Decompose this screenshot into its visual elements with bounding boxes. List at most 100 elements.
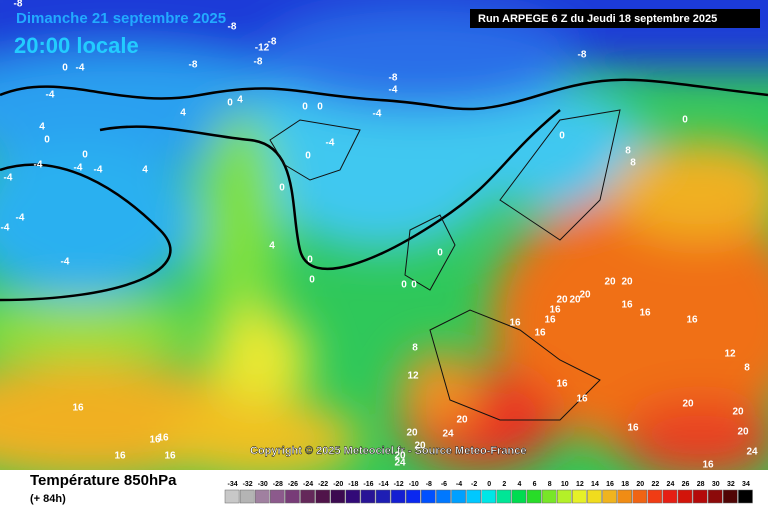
contour-label: 24: [746, 447, 758, 458]
contour-label: 8: [412, 343, 418, 354]
contour-label: 0: [62, 63, 68, 74]
contour-label: 0: [411, 280, 417, 291]
contour-label: -8: [228, 22, 237, 33]
legend-swatch: [451, 489, 466, 504]
legend-label: -34: [227, 481, 237, 488]
legend-label: -12: [394, 481, 404, 488]
contour-label: -4: [94, 165, 103, 176]
legend-swatch: [496, 489, 512, 504]
legend-swatch: [375, 489, 391, 504]
contour-label: 0: [307, 255, 313, 266]
contour-label: 8: [625, 146, 631, 157]
legend-swatch: [511, 489, 527, 504]
contour-label: -4: [61, 257, 70, 268]
contour-label: -4: [4, 173, 13, 184]
contour-label: 16: [686, 315, 698, 326]
legend-label: 32: [727, 481, 735, 488]
contour-label: 16: [164, 451, 176, 462]
contour-label: -8: [389, 73, 398, 84]
legend-label: -6: [441, 481, 447, 488]
contour-label: 24: [394, 458, 406, 469]
legend-swatch: [254, 489, 270, 504]
contour-label: 20: [556, 295, 568, 306]
legend-swatch: [587, 489, 602, 504]
contour-label: -4: [46, 90, 55, 101]
legend-label: 34: [742, 481, 750, 488]
footer-title: Température 850hPa: [30, 472, 177, 489]
contour-lines: [0, 78, 768, 302]
contour-label: 4: [180, 108, 186, 119]
legend-swatch: [677, 489, 693, 504]
legend-label: -14: [378, 481, 388, 488]
contour-label: 20: [414, 441, 426, 452]
contour-label: 0: [82, 150, 88, 161]
legend-label: -30: [258, 481, 268, 488]
contour-label: 20: [456, 415, 468, 426]
temperature-field: [0, 0, 768, 470]
legend-label: 20: [636, 481, 644, 488]
contour-label: -8: [189, 60, 198, 71]
legend-label: -22: [318, 481, 328, 488]
legend-swatch: [285, 489, 300, 504]
legend-swatch: [239, 489, 255, 504]
contour-label: 0: [309, 275, 315, 286]
run-info: Run ARPEGE 6 Z du Jeudi 18 septembre 202…: [478, 13, 717, 25]
contour-label: 8: [630, 158, 636, 169]
contour-label: -8: [268, 37, 277, 48]
legend-label: -28: [273, 481, 283, 488]
legend-swatch: [692, 489, 708, 504]
legend-label: 22: [651, 481, 659, 488]
contour-label: 0: [305, 151, 311, 162]
legend-swatch: [617, 489, 632, 504]
contour-label: 0: [682, 115, 688, 126]
legend-label: 24: [667, 481, 675, 488]
contour-label: 16: [556, 379, 568, 390]
contour-label: 0: [227, 98, 233, 109]
contour-label: 20: [569, 295, 581, 306]
contour-label: 20: [406, 428, 418, 439]
contour-label: 16: [534, 328, 546, 339]
contour-label: -8: [578, 50, 587, 61]
legend-swatch: [300, 489, 315, 504]
contour-label: 16: [576, 394, 588, 405]
legend-label: -10: [409, 481, 419, 488]
contour-label: -4: [16, 213, 25, 224]
contour-label: 20: [604, 277, 616, 288]
legend-label: -2: [471, 481, 477, 488]
legend-swatch: [738, 489, 753, 504]
contour-label: 20: [737, 427, 749, 438]
legend-swatch: [345, 489, 361, 504]
footer-lead: (+ 84h): [30, 493, 66, 505]
date: Dimanche 21 septembre 2025: [16, 10, 226, 27]
contour-label: -8: [254, 57, 263, 68]
legend-label: 30: [712, 481, 720, 488]
legend-label: 6: [533, 481, 537, 488]
legend-swatch: [270, 489, 285, 504]
contour-label: -4: [1, 223, 10, 234]
contour-label: 16: [627, 423, 639, 434]
contour-label: -4: [373, 109, 382, 120]
legend-label: -32: [243, 481, 253, 488]
legend-swatch: [572, 489, 587, 504]
legend-swatch: [421, 489, 436, 504]
contour-label: 0: [401, 280, 407, 291]
legend-swatch: [405, 489, 421, 504]
contour-label: 8: [744, 363, 750, 374]
legend-label: 26: [682, 481, 690, 488]
legend-label: 28: [697, 481, 705, 488]
legend-swatch: [390, 489, 406, 504]
legend-label: -8: [426, 481, 432, 488]
legend-swatch: [466, 489, 481, 504]
contour-label: 16: [702, 460, 714, 471]
contour-label: 0: [279, 183, 285, 194]
contour-label: 16: [509, 318, 521, 329]
contour-label: 20: [732, 407, 744, 418]
legend-label: 16: [606, 481, 614, 488]
legend-label: 0: [487, 481, 491, 488]
contour-label: 4: [237, 95, 243, 106]
legend-swatch: [436, 489, 451, 504]
contour-label: 0: [559, 131, 565, 142]
legend-label: 18: [621, 481, 629, 488]
legend-swatch: [662, 489, 678, 504]
